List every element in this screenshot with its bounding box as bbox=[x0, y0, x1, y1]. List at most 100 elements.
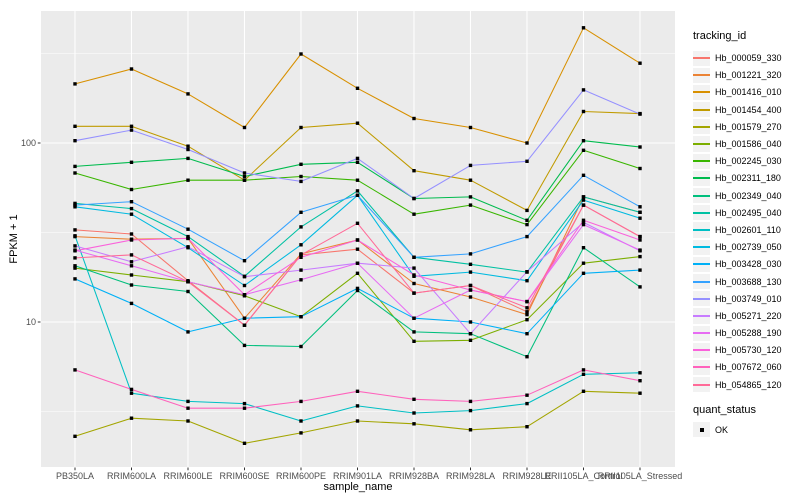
data-point-marker bbox=[525, 159, 529, 163]
data-point-marker bbox=[129, 253, 134, 257]
data-point-marker bbox=[73, 124, 77, 128]
data-point-marker bbox=[638, 216, 642, 220]
data-point-marker bbox=[186, 289, 190, 294]
legend-item-Hb_001579_270: Hb_001579_270 bbox=[693, 118, 782, 135]
legend-line-sample bbox=[693, 211, 710, 214]
data-point-marker bbox=[73, 256, 77, 260]
data-point-marker bbox=[299, 243, 303, 247]
data-point-marker bbox=[638, 145, 642, 149]
legend-item-label: Hb_002349_040 bbox=[715, 190, 782, 201]
data-point-marker bbox=[129, 128, 134, 132]
data-point-marker bbox=[525, 270, 529, 274]
data-point-marker bbox=[581, 261, 586, 265]
legend-line-sample bbox=[693, 74, 710, 77]
data-point-marker bbox=[299, 255, 303, 259]
data-point-marker bbox=[638, 238, 642, 242]
data-point-marker bbox=[638, 61, 642, 65]
data-point-marker bbox=[355, 419, 360, 423]
data-point-marker bbox=[186, 227, 190, 231]
data-point-marker bbox=[186, 147, 190, 152]
data-point-marker bbox=[129, 200, 134, 204]
data-point-marker bbox=[299, 52, 303, 56]
data-point-marker bbox=[581, 195, 586, 199]
data-point-marker bbox=[129, 160, 134, 164]
series-markers bbox=[73, 26, 642, 445]
data-point-marker bbox=[129, 301, 134, 306]
data-point-marker bbox=[299, 419, 303, 423]
data-point-marker bbox=[186, 144, 190, 148]
legend-line-sample bbox=[693, 108, 710, 111]
y-tick-label: 10 bbox=[26, 317, 36, 327]
data-point-marker bbox=[299, 431, 303, 435]
data-point-marker bbox=[355, 221, 360, 225]
legend-item-label: Hb_001221_320 bbox=[715, 70, 782, 81]
data-point-marker bbox=[355, 238, 360, 242]
data-point-marker bbox=[355, 261, 360, 265]
data-point-marker bbox=[638, 379, 642, 383]
data-point-marker bbox=[581, 173, 586, 177]
legend-item-label: Hb_002311_180 bbox=[715, 173, 781, 184]
data-point-marker bbox=[242, 125, 247, 130]
legend-key-swatch bbox=[693, 170, 710, 186]
legend-line-sample bbox=[693, 57, 710, 60]
data-point-marker bbox=[581, 203, 586, 207]
data-point-marker bbox=[638, 268, 642, 272]
legend-item-label: Hb_007672_060 bbox=[715, 362, 782, 373]
data-point-marker bbox=[581, 389, 586, 393]
legend-item-label: Hb_003749_010 bbox=[715, 293, 782, 304]
data-point-marker bbox=[73, 205, 77, 209]
legend-item-Hb_002349_040: Hb_002349_040 bbox=[693, 187, 782, 204]
legend-key-swatch bbox=[693, 359, 710, 376]
data-point-marker bbox=[581, 222, 586, 227]
data-point-marker bbox=[412, 273, 416, 277]
legend-line-sample bbox=[693, 332, 710, 335]
legend-item-Hb_002245_030: Hb_002245_030 bbox=[693, 153, 782, 170]
legend-item-Hb_005730_120: Hb_005730_120 bbox=[693, 342, 782, 359]
legend-key-swatch bbox=[693, 205, 710, 221]
legend-item-label: Hb_002245_030 bbox=[715, 156, 782, 167]
data-point-marker bbox=[525, 141, 529, 145]
legend-item-label: Hb_005288_190 bbox=[715, 328, 782, 339]
legend-item-quant-OK: OK bbox=[693, 421, 728, 438]
data-point-marker bbox=[581, 109, 586, 114]
data-point-marker bbox=[73, 249, 77, 253]
legend-line-sample bbox=[693, 366, 710, 369]
legend-item-label: Hb_001579_270 bbox=[715, 121, 782, 132]
data-point-marker bbox=[581, 148, 586, 152]
data-point-marker bbox=[468, 283, 473, 288]
data-point-marker bbox=[355, 286, 360, 291]
data-point-marker bbox=[355, 156, 360, 161]
data-point-marker bbox=[242, 406, 247, 410]
x-tick-label: RRIM928LA bbox=[446, 471, 495, 481]
data-point-marker bbox=[73, 266, 77, 270]
data-point-marker bbox=[525, 332, 529, 336]
data-point-marker bbox=[468, 125, 473, 130]
legend-item-Hb_001221_320: Hb_001221_320 bbox=[693, 67, 782, 84]
data-point-marker bbox=[468, 295, 473, 299]
data-point-marker bbox=[638, 248, 642, 252]
x-tick-label: PB350LA bbox=[56, 471, 94, 481]
data-point-marker bbox=[412, 316, 416, 320]
data-point-marker bbox=[129, 260, 134, 264]
data-point-marker bbox=[129, 264, 134, 268]
legend-item-Hb_001416_010: Hb_001416_010 bbox=[693, 84, 782, 101]
legend-items-quant-status: OK bbox=[693, 421, 728, 438]
data-point-marker bbox=[468, 399, 473, 404]
data-point-marker bbox=[242, 283, 247, 288]
legend-line-sample bbox=[693, 263, 710, 266]
data-point-marker bbox=[468, 428, 473, 432]
legend-key-swatch bbox=[693, 67, 710, 83]
data-point-marker bbox=[186, 234, 190, 239]
legend-item-Hb_003428_030: Hb_003428_030 bbox=[693, 256, 782, 273]
legend-key-swatch bbox=[693, 377, 710, 393]
data-point-marker bbox=[242, 171, 247, 175]
legend-item-Hb_002311_180: Hb_002311_180 bbox=[693, 170, 782, 187]
data-point-marker bbox=[186, 245, 190, 249]
data-point-marker bbox=[242, 259, 247, 263]
data-point-marker bbox=[242, 323, 247, 327]
data-point-marker bbox=[468, 320, 473, 324]
data-point-marker bbox=[355, 86, 360, 90]
data-point-marker bbox=[355, 178, 360, 182]
data-point-marker bbox=[299, 179, 303, 184]
legend-key-swatch bbox=[693, 256, 710, 272]
